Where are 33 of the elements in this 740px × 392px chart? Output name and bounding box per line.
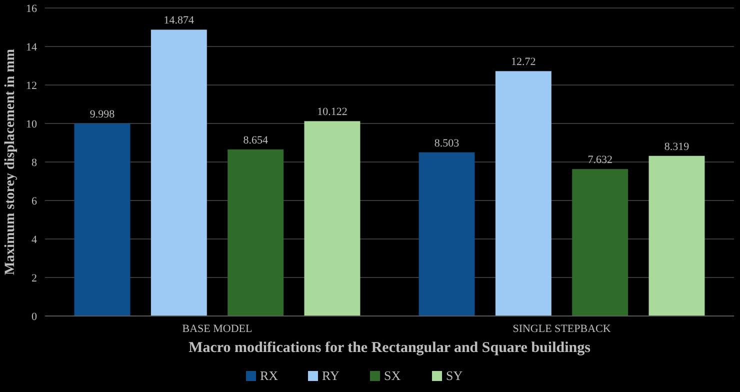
x-tick-label: SINGLE STEPBACK (512, 323, 611, 335)
y-tick-label: 2 (32, 272, 37, 284)
bar (418, 152, 475, 316)
y-tick-label: 10 (26, 118, 38, 130)
legend-label: SY (446, 368, 464, 383)
y-tick-label: 12 (26, 80, 37, 92)
data-label: 8.654 (243, 134, 268, 146)
legend-label: RX (260, 368, 279, 383)
bar (572, 169, 628, 316)
legend-label: SX (384, 368, 402, 383)
data-label: 8.319 (664, 140, 690, 153)
bar (150, 30, 207, 316)
data-label: 12.72 (511, 56, 536, 68)
bar (304, 121, 360, 316)
data-label: 7.632 (588, 154, 612, 166)
bar (648, 156, 705, 316)
data-label: 8.503 (434, 137, 460, 150)
data-label: 10.122 (317, 106, 348, 118)
y-axis-title: Maximum storey displacement in mm (3, 48, 18, 276)
y-tick-label: 0 (32, 311, 38, 323)
bar (495, 71, 552, 316)
x-tick-label: BASE MODEL (182, 323, 253, 335)
y-tick-label: 4 (32, 234, 38, 246)
y-tick-label: 14 (26, 42, 38, 54)
x-axis-title: Macro modifications for the Rectangular and Square buildings (188, 340, 591, 356)
y-tick-label: 16 (26, 3, 38, 15)
y-tick-label: 8 (32, 157, 38, 169)
y-tick-label: 6 (32, 196, 38, 208)
bar (228, 149, 284, 316)
legend-label: RY (322, 368, 340, 383)
data-label: 14.874 (164, 14, 195, 27)
data-label: 9.998 (90, 108, 116, 121)
bar (74, 124, 130, 316)
